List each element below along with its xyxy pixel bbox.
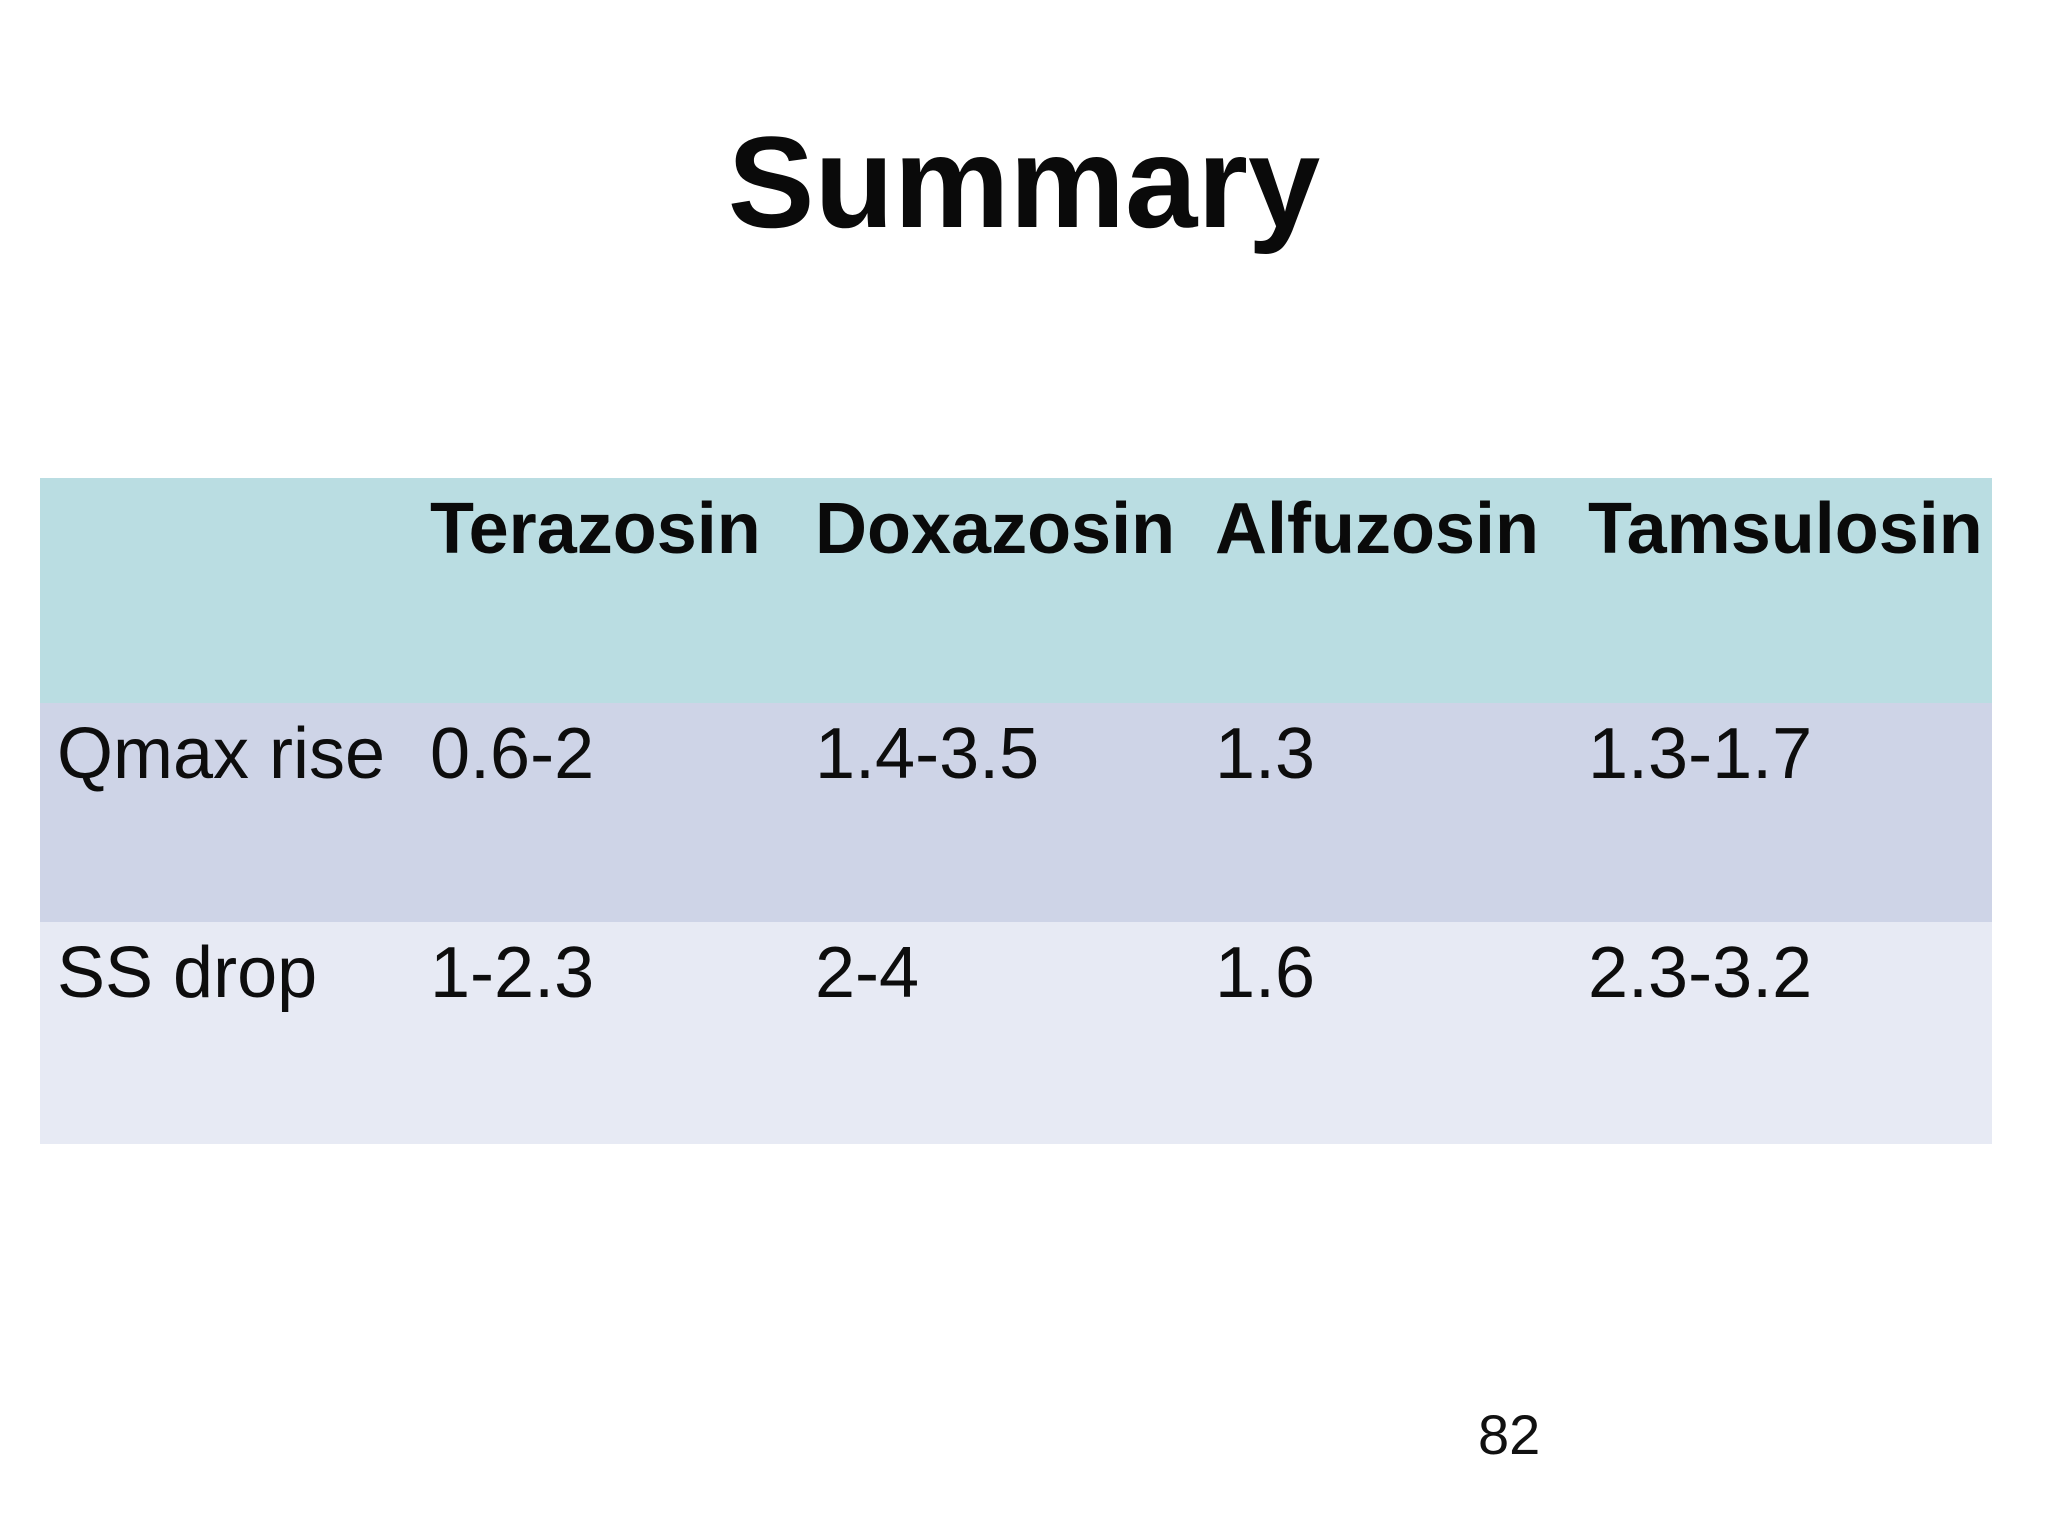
cell-qmax-doxazosin: 1.4-3.5 bbox=[815, 714, 1040, 794]
row-label-ss-drop: SS drop bbox=[57, 933, 318, 1013]
table-header-row: Terazosin Doxazosin Alfuzosin Tamsulosin bbox=[40, 478, 1992, 703]
summary-table: Terazosin Doxazosin Alfuzosin Tamsulosin… bbox=[40, 478, 1992, 1144]
cell-ss-tamsulosin: 2.3-3.2 bbox=[1588, 933, 1813, 1013]
table-row-ss-drop: SS drop 1-2.3 2-4 1.6 2.3-3.2 bbox=[40, 922, 1992, 1144]
header-cell-tamsulosin: Tamsulosin bbox=[1588, 489, 1983, 569]
cell-ss-alfuzosin: 1.6 bbox=[1215, 933, 1316, 1013]
header-cell-empty bbox=[40, 478, 430, 703]
cell-ss-doxazosin: 2-4 bbox=[815, 933, 920, 1013]
header-cell-doxazosin: Doxazosin bbox=[815, 489, 1176, 569]
header-cell-terazosin: Terazosin bbox=[430, 489, 761, 569]
cell-ss-terazosin: 1-2.3 bbox=[430, 933, 595, 1013]
header-cell-alfuzosin: Alfuzosin bbox=[1215, 489, 1539, 569]
cell-qmax-terazosin: 0.6-2 bbox=[430, 714, 595, 794]
table-row-qmax-rise: Qmax rise 0.6-2 1.4-3.5 1.3 1.3-1.7 bbox=[40, 703, 1992, 922]
slide-title: Summary bbox=[727, 109, 1321, 255]
cell-qmax-alfuzosin: 1.3 bbox=[1215, 714, 1316, 794]
cell-qmax-tamsulosin: 1.3-1.7 bbox=[1588, 714, 1813, 794]
row-label-qmax-rise: Qmax rise bbox=[57, 714, 386, 794]
page-number: 82 bbox=[1478, 1403, 1541, 1466]
